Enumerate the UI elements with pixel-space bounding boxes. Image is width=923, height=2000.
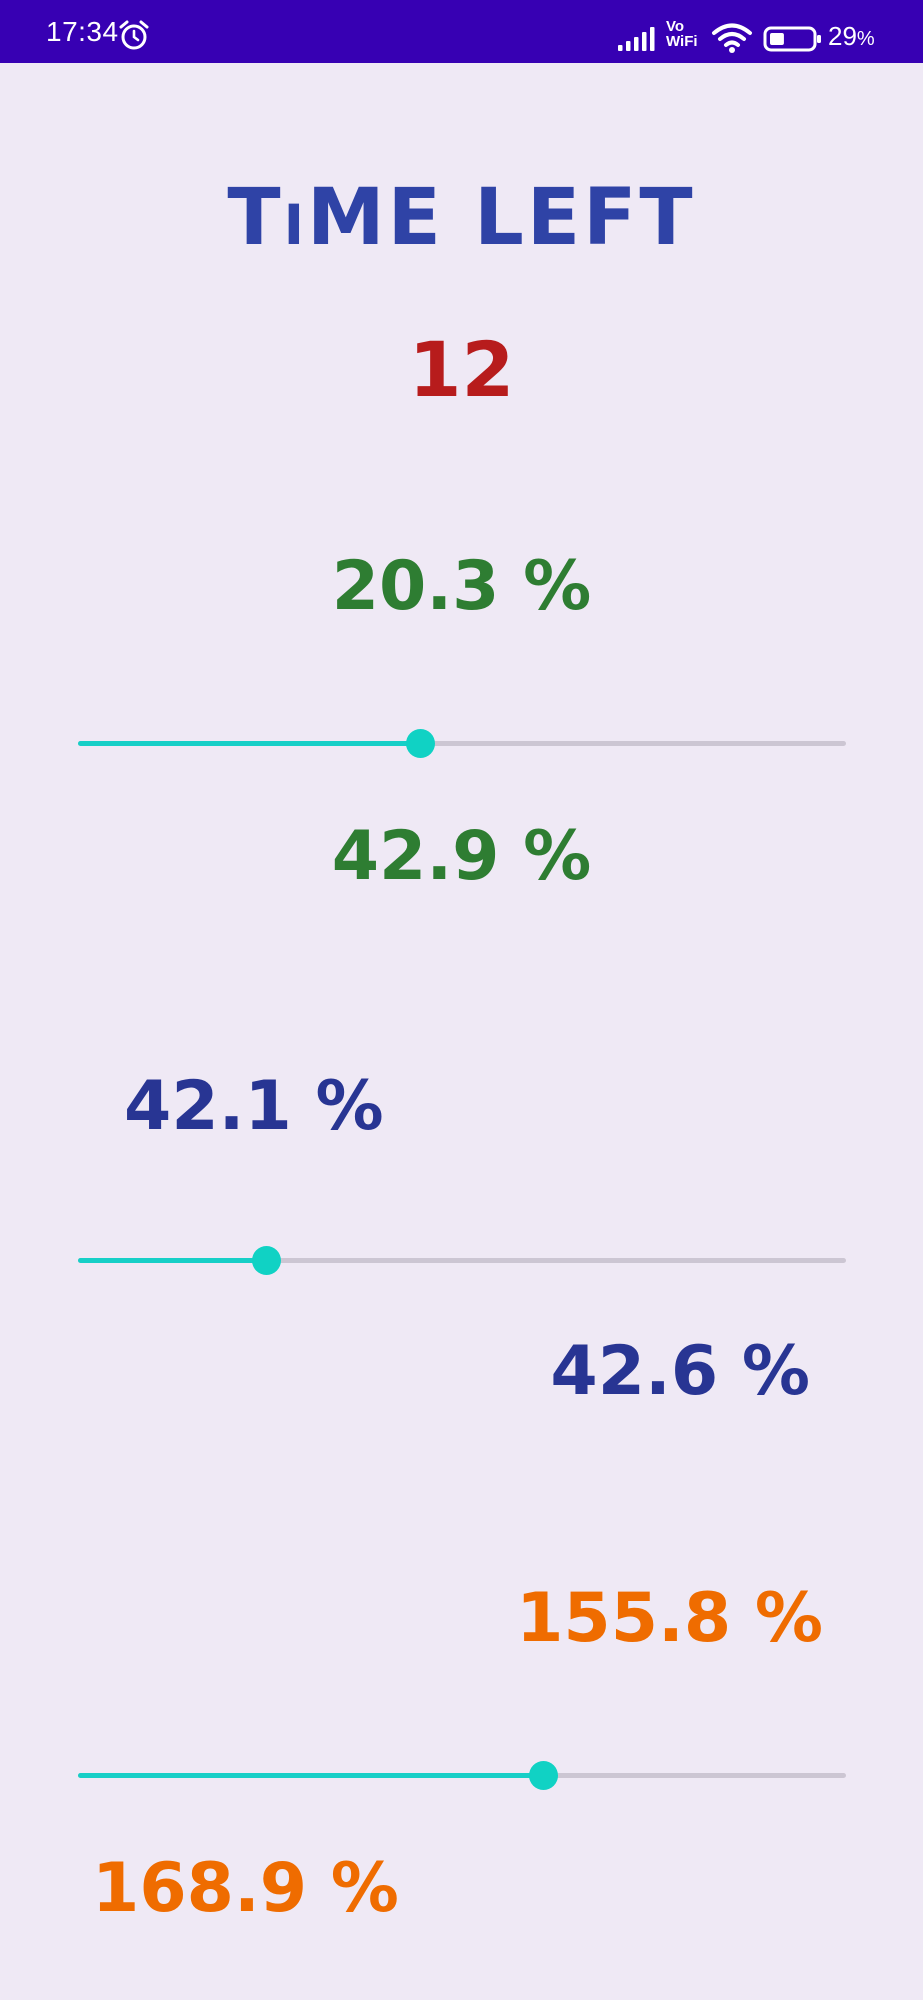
slider-track: [78, 1258, 846, 1263]
slider-active-track: [78, 1258, 267, 1263]
group-1-slider[interactable]: [78, 723, 846, 763]
status-bar: 17:34 Vo WiFi 29%: [0, 0, 923, 63]
status-time: 17:34: [46, 16, 119, 47]
wifi-label: WiFi: [666, 33, 698, 50]
signal-icon: [618, 27, 655, 51]
wifi-icon: [712, 23, 752, 53]
timer-value: 12: [408, 325, 515, 414]
battery-percent: 29%: [828, 22, 875, 53]
group-3-slider[interactable]: [78, 1755, 846, 1795]
battery-icon: [763, 26, 821, 52]
slider-thumb[interactable]: [405, 729, 435, 758]
slider-active-track: [78, 1773, 543, 1778]
slider-thumb[interactable]: [252, 1246, 282, 1275]
battery-percent-sign: %: [856, 28, 875, 50]
group-2-top-value: 42.1 %: [124, 1067, 384, 1146]
battery-percent-value: 29: [828, 21, 857, 51]
vowifi-indicator: Vo WiFi: [666, 19, 698, 49]
alarm-icon: [119, 20, 149, 50]
group-2-slider[interactable]: [78, 1240, 846, 1280]
group-1-top-value: 20.3 %: [331, 547, 592, 626]
slider-track: [78, 741, 846, 746]
group-2-bottom-value: 42.6 %: [550, 1332, 810, 1411]
battery-fill: [770, 33, 784, 45]
group-3-bottom-value: 168.9 %: [92, 1849, 399, 1928]
page-title: TiME LEFT: [227, 173, 696, 263]
slider-active-track: [78, 741, 420, 746]
vo-label: Vo: [666, 18, 685, 35]
group-3-top-value: 155.8 %: [516, 1579, 823, 1658]
slider-thumb[interactable]: [528, 1761, 558, 1790]
group-1-bottom-value: 42.9 %: [331, 817, 592, 896]
